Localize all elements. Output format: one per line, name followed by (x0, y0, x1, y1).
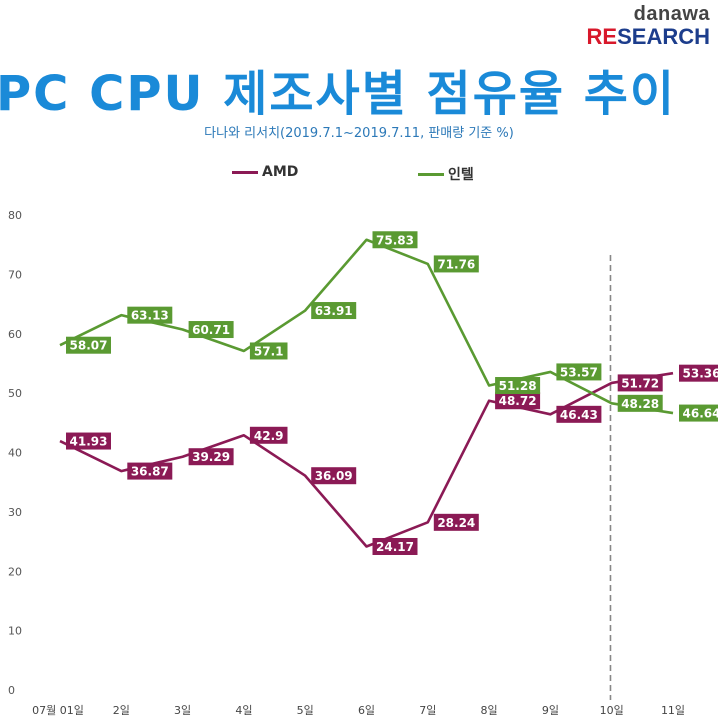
x-tick-label: 6일 (358, 703, 375, 716)
y-tick-label: 10 (8, 625, 22, 638)
amd-data-label: 48.72 (499, 394, 537, 408)
amd-data-label: 39.29 (192, 450, 230, 464)
amd-data-label: 42.9 (254, 429, 284, 443)
amd-data-label-box (188, 448, 234, 466)
x-tick-label: 7일 (419, 703, 436, 716)
legend-item-intel: 인텔 (418, 164, 474, 184)
intel-data-label-box (188, 321, 234, 339)
legend-swatch-amd (232, 170, 258, 174)
intel-data-label: 48.28 (621, 397, 659, 411)
amd-data-label-box (495, 392, 541, 410)
intel-data-label: 51.28 (499, 379, 537, 393)
logo-search: SEARCH (617, 24, 710, 49)
legend-label-intel: 인텔 (448, 167, 474, 183)
x-tick-label: 8일 (481, 703, 498, 716)
y-tick-label: 80 (8, 209, 22, 222)
intel-data-label-box (617, 394, 663, 412)
amd-data-label-box (617, 374, 663, 392)
intel-data-label-box (127, 306, 173, 324)
intel-data-label: 71.76 (437, 257, 475, 271)
page-title: PC CPU 제조사별 점유율 추이 (0, 66, 677, 122)
y-tick-label: 20 (8, 565, 22, 578)
amd-data-label: 24.17 (376, 540, 414, 554)
legend-swatch-intel (418, 172, 444, 176)
amd-data-label-box (679, 364, 718, 382)
amd-data-label-box (127, 462, 173, 480)
logo-re: RE (586, 24, 618, 49)
legend-label-amd: AMD (262, 164, 299, 180)
amd-data-label-box (66, 432, 111, 450)
x-tick-label: 3일 (174, 703, 191, 716)
y-tick-label: 60 (8, 328, 22, 341)
amd-data-label: 28.24 (437, 516, 475, 530)
amd-data-label-box (249, 426, 288, 444)
x-tick-label: 07월 01일 (32, 703, 84, 716)
intel-data-label-box (311, 302, 357, 320)
intel-data-label: 60.71 (192, 323, 230, 337)
y-tick-label: 40 (8, 447, 22, 460)
x-tick-label: 2일 (113, 703, 130, 716)
intel-data-label-box (372, 231, 418, 249)
intel-data-label: 46.64 (683, 407, 718, 421)
danawa-research-logo: danawa RESEARCH (587, 4, 710, 48)
logo-line1: danawa (633, 3, 710, 25)
intel-data-label-box (433, 255, 479, 273)
intel-data-label-box (249, 342, 288, 360)
x-tick-label: 5일 (297, 703, 314, 716)
intel-data-label-box (66, 336, 111, 354)
x-tick-label: 11일 (661, 703, 685, 716)
amd-data-label: 41.93 (70, 435, 108, 449)
intel-data-label: 53.57 (560, 365, 598, 379)
intel-data-label-box (679, 404, 718, 422)
amd-data-label: 53.36 (683, 367, 718, 381)
amd-data-label: 36.09 (315, 469, 353, 483)
y-tick-label: 30 (8, 506, 22, 519)
intel-data-label: 57.1 (254, 344, 284, 358)
amd-data-label: 46.43 (560, 408, 598, 422)
intel-data-label-box (495, 377, 541, 395)
amd-data-label: 36.87 (131, 465, 169, 479)
intel-data-label-box (556, 363, 602, 381)
x-tick-label: 9일 (542, 703, 559, 716)
legend-item-amd: AMD (232, 164, 298, 180)
y-tick-label: 50 (8, 387, 22, 400)
logo-line2: RESEARCH (587, 26, 710, 48)
amd-data-label-box (433, 513, 479, 531)
amd-series-line (59, 371, 674, 548)
x-tick-label: 4일 (235, 703, 252, 716)
intel-data-label: 58.07 (70, 339, 108, 353)
amd-data-label-box (311, 467, 357, 485)
intel-data-label: 63.91 (315, 304, 353, 318)
amd-data-label-box (372, 537, 418, 555)
x-tick-label: 10일 (600, 703, 624, 716)
y-tick-label: 70 (8, 268, 22, 281)
intel-data-label: 63.13 (131, 309, 169, 323)
y-tick-label: 0 (8, 684, 15, 697)
intel-series-line (59, 238, 674, 415)
chart-subtitle: 다나와 리서치(2019.7.1~2019.7.11, 판매량 기준 %) (204, 126, 514, 141)
intel-data-label: 75.83 (376, 233, 414, 247)
chart-legend: AMD 인텔 (0, 164, 718, 184)
amd-data-label-box (556, 405, 602, 423)
amd-data-label: 51.72 (621, 376, 659, 390)
